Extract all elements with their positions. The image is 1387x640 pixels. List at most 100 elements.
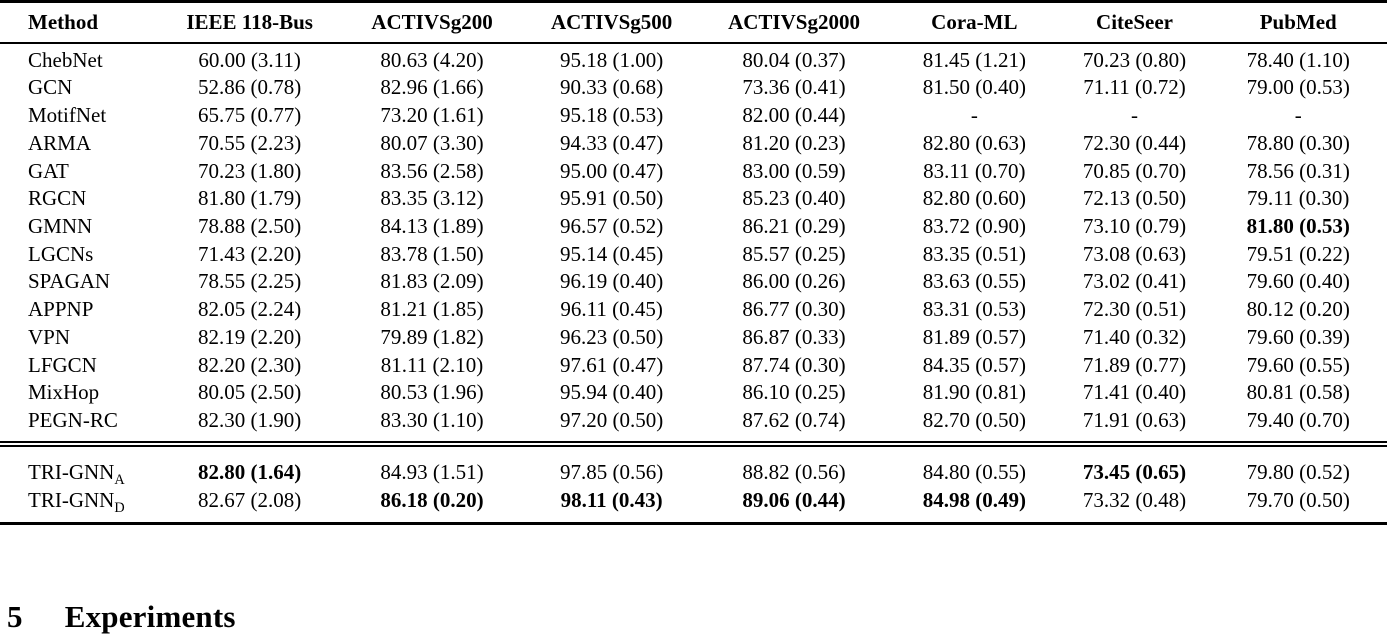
value-cell: 82.96 (1.66) [380, 75, 484, 100]
value-cell: 80.05 (2.50) [198, 380, 302, 405]
value-cell: 83.30 (1.10) [339, 407, 525, 447]
column-header: ACTIVSg500 [524, 0, 700, 44]
value-cell: 97.20 (0.50) [524, 407, 700, 447]
method-subscript: D [114, 499, 125, 516]
method-cell: VPN [28, 324, 71, 349]
results-table: Method IEEE 118-Bus ACTIVSg200 ACTIVSg500 AC… [0, 0, 1387, 526]
value-cell: 79.89 (1.82) [380, 324, 484, 349]
table-row: TRI-GNND 82.67 (2.08) 86.18 (0.20) 98.11 (0… [0, 486, 1387, 526]
value-cell: 82.80 (0.60) [922, 186, 1026, 211]
table-row: MotifNet 65.75 (0.77) 73.20 (1.61) 95.18 (0… [0, 102, 1387, 130]
value-cell: 83.31 (0.53) [922, 297, 1026, 322]
value-cell: 71.43 (2.20) [198, 241, 302, 266]
value-cell: 72.30 (0.51) [1082, 297, 1187, 322]
value-cell: 98.11 (0.43) [524, 486, 700, 526]
value-cell: 80.53 (1.96) [380, 380, 484, 405]
value-cell: 80.81 (0.58) [1246, 380, 1350, 405]
value-cell: - [1131, 103, 1139, 128]
value-cell: 95.00 (0.47) [560, 158, 664, 183]
value-cell: 70.23 (1.80) [198, 158, 302, 183]
table-row: VPN 82.19 (2.20) 79.89 (1.82) 96.23 (0.50) 8… [0, 324, 1387, 352]
method-cell: SPAGAN [28, 269, 111, 294]
table-row: SPAGAN 78.55 (2.25) 81.83 (2.09) 96.19 (0.4… [0, 268, 1387, 296]
value-cell: 96.11 (0.45) [560, 297, 663, 322]
value-cell: 86.10 (0.25) [742, 380, 846, 405]
table-row: PEGN-RC 82.30 (1.90) 83.30 (1.10) 97.20 (0.… [0, 407, 1387, 447]
value-cell: 71.40 (0.32) [1082, 324, 1187, 349]
value-cell: 85.23 (0.40) [742, 186, 846, 211]
value-cell: 71.41 (0.40) [1082, 380, 1187, 405]
value-cell: 88.82 (0.56) [742, 459, 846, 484]
value-cell: 72.30 (0.44) [1082, 130, 1187, 155]
value-cell: 79.80 (0.52) [1246, 459, 1350, 484]
value-cell: 81.80 (1.79) [198, 186, 302, 211]
value-cell: 70.55 (2.23) [198, 130, 302, 155]
value-cell: 86.21 (0.29) [742, 214, 846, 239]
value-cell: 79.70 (0.50) [1209, 486, 1387, 526]
value-cell: 60.00 (3.11) [198, 47, 301, 72]
method-cell: ARMA [28, 130, 92, 155]
value-cell: 83.35 (3.12) [380, 186, 484, 211]
table-row: GAT 70.23 (1.80) 83.56 (2.58) 95.00 (0.47) 8… [0, 158, 1387, 186]
value-cell: 86.00 (0.26) [742, 269, 846, 294]
value-cell: 78.40 (1.10) [1246, 47, 1350, 72]
table-footer: TRI-GNNA 82.80 (1.64) 84.93 (1.51) 97.85 (0… [0, 444, 1387, 526]
value-cell: 97.61 (0.47) [560, 352, 664, 377]
method-cell: GAT [28, 158, 69, 183]
table-row: ARMA 70.55 (2.23) 80.07 (3.30) 94.33 (0.47)… [0, 130, 1387, 158]
value-cell: - [970, 103, 978, 128]
value-cell: 87.62 (0.74) [699, 407, 890, 447]
value-cell: 82.19 (2.20) [198, 324, 302, 349]
value-cell: 71.91 (0.63) [1059, 407, 1210, 447]
value-cell: 79.60 (0.55) [1246, 352, 1350, 377]
value-cell: 82.00 (0.44) [742, 103, 846, 128]
value-cell: 82.80 (0.63) [922, 130, 1026, 155]
value-cell: 81.83 (2.09) [380, 269, 484, 294]
value-cell: 65.75 (0.77) [198, 103, 302, 128]
method-cell: TRI-GNNA [28, 459, 125, 488]
value-cell: 52.86 (0.78) [198, 75, 302, 100]
value-cell: 95.94 (0.40) [560, 380, 664, 405]
value-cell: 70.85 (0.70) [1082, 158, 1187, 183]
value-cell: 79.51 (0.22) [1246, 241, 1350, 266]
value-cell: 82.70 (0.50) [889, 407, 1060, 447]
value-cell: 94.33 (0.47) [560, 130, 664, 155]
value-cell: 71.11 (0.72) [1083, 75, 1186, 100]
value-cell: 79.60 (0.40) [1246, 269, 1350, 294]
header-row: Method IEEE 118-Bus ACTIVSg200 ACTIVSg500 AC… [0, 0, 1387, 44]
section-title: Experiments [64, 599, 236, 635]
table-row: GMNN 78.88 (2.50) 84.13 (1.89) 96.57 (0.52)… [0, 213, 1387, 241]
value-cell: 79.40 (0.70) [1209, 407, 1387, 447]
value-cell: 73.10 (0.79) [1082, 214, 1187, 239]
table-row: GCN 52.86 (0.78) 82.96 (1.66) 90.33 (0.68) 7… [0, 74, 1387, 102]
value-cell: 73.45 (0.65) [1082, 459, 1187, 484]
value-cell: 95.14 (0.45) [560, 241, 664, 266]
column-header: ACTIVSg2000 [699, 0, 890, 44]
value-cell: 96.23 (0.50) [560, 324, 664, 349]
value-cell: 82.30 (1.90) [159, 407, 340, 447]
value-cell: 78.56 (0.31) [1246, 158, 1350, 183]
value-cell: 71.89 (0.77) [1082, 352, 1187, 377]
section-heading: 5 Experiments [0, 599, 1387, 635]
value-cell: 86.87 (0.33) [742, 324, 846, 349]
value-cell: 84.13 (1.89) [380, 214, 484, 239]
value-cell: 90.33 (0.68) [560, 75, 664, 100]
value-cell: 83.56 (2.58) [380, 158, 484, 183]
column-header: IEEE 118-Bus [159, 0, 340, 44]
value-cell: 72.13 (0.50) [1082, 186, 1187, 211]
value-cell: 96.19 (0.40) [560, 269, 664, 294]
value-cell: 84.93 (1.51) [380, 459, 484, 484]
value-cell: 85.57 (0.25) [742, 241, 846, 266]
value-cell: 81.89 (0.57) [922, 324, 1026, 349]
value-cell: 83.63 (0.55) [922, 269, 1026, 294]
table-row: LFGCN 82.20 (2.30) 81.11 (2.10) 97.61 (0.47… [0, 352, 1387, 380]
value-cell: - [1294, 103, 1302, 128]
value-cell: 97.85 (0.56) [560, 459, 664, 484]
method-subscript: A [114, 471, 125, 488]
value-cell: 80.63 (4.20) [380, 47, 484, 72]
table-row: RGCN 81.80 (1.79) 83.35 (3.12) 95.91 (0.50)… [0, 185, 1387, 213]
value-cell: 96.57 (0.52) [560, 214, 664, 239]
value-cell: 80.12 (0.20) [1246, 297, 1350, 322]
value-cell: 82.05 (2.24) [198, 297, 302, 322]
